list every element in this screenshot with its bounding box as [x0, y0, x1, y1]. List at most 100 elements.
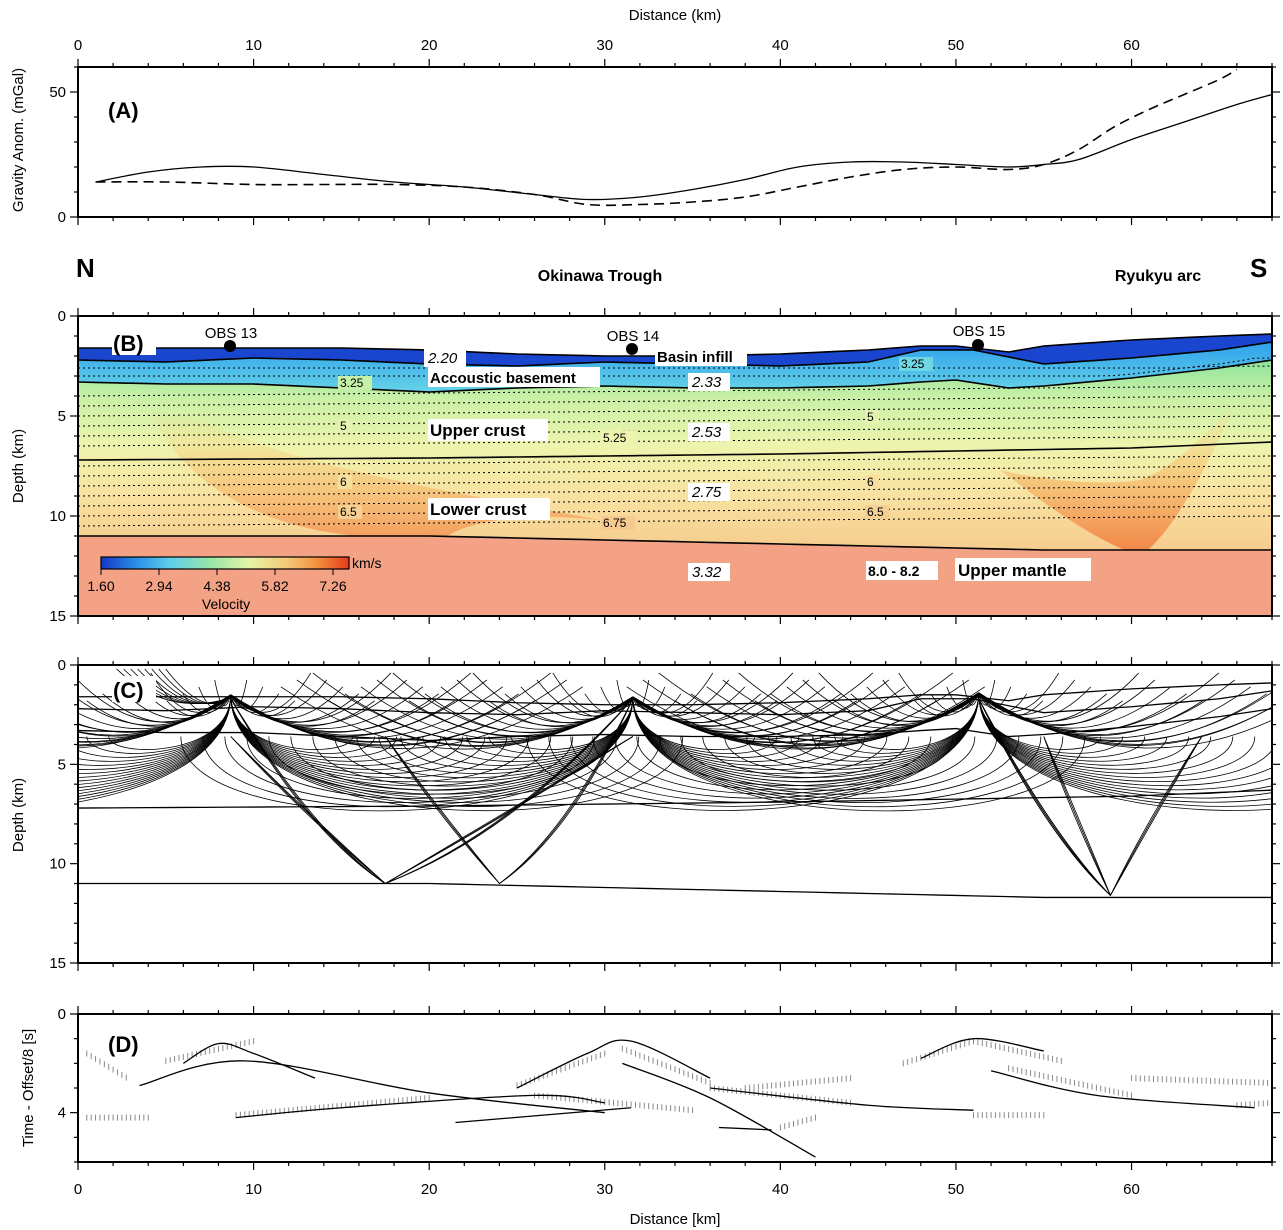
contour-label-bg — [899, 357, 933, 371]
x-tick-label: 0 — [74, 1181, 82, 1198]
contour-label: 5 — [340, 419, 347, 433]
x-tick-label: 0 — [74, 37, 82, 54]
colorbar-tick-label: 1.60 — [87, 578, 114, 594]
y-tick-label: 15 — [49, 608, 66, 625]
colorbar-title: Velocity — [202, 596, 250, 612]
ray-path — [632, 696, 910, 779]
y-tick-label: 0 — [58, 308, 66, 325]
contour-label-bg — [338, 419, 352, 433]
ray-path — [722, 679, 979, 735]
ray-path — [230, 686, 503, 739]
interface-line — [78, 682, 1272, 706]
ray-path — [812, 692, 980, 758]
model-interfaces — [78, 682, 1272, 899]
density-4: 2.75 — [691, 484, 722, 501]
interface-line — [78, 708, 1272, 742]
density-3-bg — [688, 423, 730, 441]
contour-label: 3.25 — [901, 357, 925, 371]
mantle-velocity-label: 8.0 - 8.2 — [868, 563, 920, 579]
calculated-curve — [710, 1087, 974, 1111]
calculated-traveltimes — [139, 1038, 1255, 1158]
ray-path — [632, 679, 890, 737]
ryukyu-arc-label: Ryukyu arc — [1115, 268, 1201, 285]
x-tick-label: 30 — [596, 37, 613, 54]
density-4-bg — [688, 483, 730, 501]
basin-infill-label-bg — [655, 346, 747, 366]
colorbar-tick-label: 5.82 — [261, 578, 288, 594]
calculated-curve — [920, 1038, 1044, 1060]
obs-13-marker — [224, 340, 236, 352]
ray-path — [230, 694, 296, 717]
velocity-contour — [78, 365, 1272, 377]
ray-path — [978, 692, 1146, 758]
calculated-curve — [455, 1107, 632, 1124]
velocity-contour — [78, 435, 1272, 447]
obs-14-marker — [626, 343, 638, 355]
south-label: S — [1250, 253, 1267, 283]
lower-crust-label: Lower crust — [430, 500, 527, 519]
panel-c-axes: 0 5 10 15 — [49, 657, 1280, 972]
ray-path — [230, 672, 312, 713]
calculated-curve — [516, 1039, 711, 1089]
colorbar-ticks: 1.60 2.94 4.38 5.82 7.26 — [87, 569, 347, 594]
x-tick-label: 20 — [421, 37, 438, 54]
upper-mantle-label: Upper mantle — [958, 561, 1067, 580]
ray-path — [978, 692, 1028, 713]
x-tick-label: 60 — [1123, 1181, 1140, 1198]
y-tick-label: 4 — [58, 1105, 66, 1122]
ray-path — [466, 696, 634, 758]
obs-13-label: OBS 13 — [205, 325, 258, 342]
okinawa-trough-label: Okinawa Trough — [538, 268, 662, 285]
velocity-contour — [78, 357, 1272, 369]
observed-traveltime-picks — [86, 1038, 1272, 1131]
contour-label-bg — [338, 475, 352, 489]
panel-b-frame — [77, 315, 1273, 617]
panel-d-frame — [77, 1013, 1273, 1163]
contour-label-bg — [601, 516, 635, 530]
mantle-velocity-bg — [866, 561, 938, 580]
contour-labels: 3.25 3.25 5 5 5.25 6 6 6.5 6.5 6.75 — [338, 357, 933, 530]
y-tick-label: 10 — [49, 856, 66, 873]
velocity-contour — [78, 485, 1272, 497]
obs-14: OBS 14 — [607, 328, 659, 355]
contour-label-bg — [865, 475, 879, 489]
panel-a-frame — [77, 66, 1273, 218]
panel-b: Depth (km) 0 5 10 15 (B) OBS 13 OBS 14 OBS … — [10, 308, 1280, 625]
contour-label-bg — [601, 431, 635, 445]
acoustic-basement-label: Accoustic basement — [430, 370, 576, 387]
colorbar-tick-label: 7.26 — [319, 578, 346, 594]
panel-a-axes: 0 50 — [49, 66, 1280, 226]
density-1: 2.20 — [427, 350, 458, 367]
ray-path — [230, 694, 508, 779]
contour-label: 6.5 — [340, 505, 357, 519]
gravity-calculated-line — [95, 68, 1238, 207]
panel-b-letter-bg — [112, 329, 156, 355]
interface-line — [78, 789, 1272, 809]
panel-b-ylabel: Depth (km) — [10, 429, 27, 503]
ray-path — [680, 692, 980, 782]
contour-label: 5 — [867, 410, 874, 424]
ray-path — [150, 672, 232, 713]
colorbar-tick-label: 2.94 — [145, 578, 172, 594]
lower-crust-label-bg — [428, 498, 550, 520]
ray-paths — [78, 668, 1272, 897]
ray-path — [978, 692, 1272, 749]
y-tick-label: 5 — [58, 408, 66, 425]
obs-13: OBS 13 — [205, 325, 258, 352]
panel-a: Gravity Anom. (mGal) (A) 0 50 — [10, 66, 1280, 226]
contour-label-bg — [338, 376, 372, 390]
panel-c-frame — [77, 664, 1273, 964]
velocity-contour — [78, 415, 1272, 427]
panel-c-letter: (C) — [113, 678, 144, 703]
ray-path — [230, 694, 486, 774]
y-tick-label: 10 — [49, 508, 66, 525]
contour-label: 6.5 — [867, 505, 884, 519]
panel-a-ylabel: Gravity Anom. (mGal) — [10, 68, 27, 212]
interface-line — [78, 690, 1272, 716]
ray-path — [978, 692, 1124, 727]
velocity-contour — [78, 425, 1272, 437]
panel-a-letter: (A) — [108, 98, 139, 123]
calculated-curve — [139, 1060, 605, 1114]
ray-path — [632, 696, 888, 775]
